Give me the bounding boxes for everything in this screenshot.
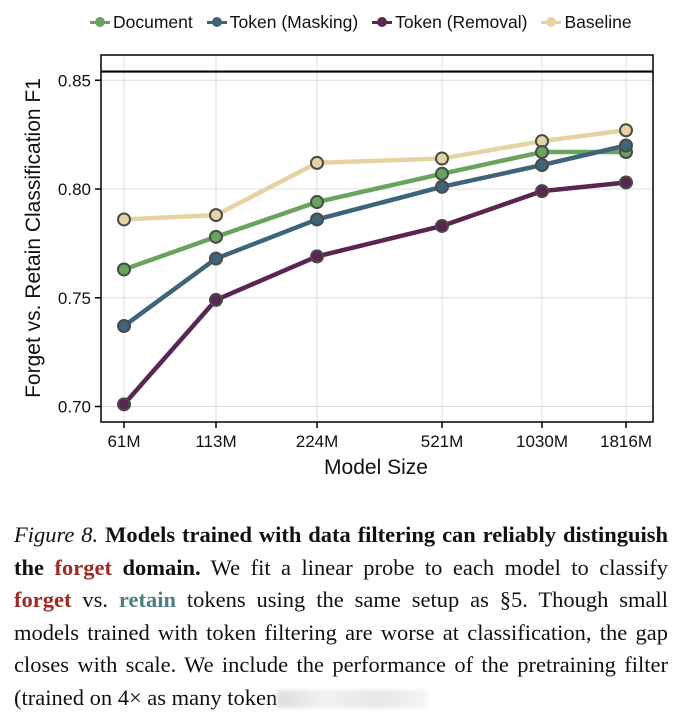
- data-point-token-removal: [310, 249, 324, 264]
- legend-item-token-removal: Token (Removal): [372, 12, 527, 33]
- data-point-baseline: [619, 123, 633, 138]
- data-point-baseline: [310, 155, 324, 170]
- data-point-token-removal: [209, 292, 223, 307]
- y-axis: 0.70 0.75 0.80 0.85: [58, 71, 101, 417]
- data-point-token-masking: [310, 212, 324, 227]
- legend-label: Token (Masking): [229, 11, 359, 32]
- data-point-baseline: [117, 212, 131, 227]
- data-point-token-masking: [535, 158, 549, 173]
- legend: Document Token (Masking) Token (Removal) Ba…: [90, 9, 632, 35]
- caption-title-end: domain.: [122, 554, 201, 580]
- legend-item-token-masking: Token (Masking): [206, 11, 359, 33]
- series-group: [117, 123, 633, 412]
- data-point-token-masking: [619, 138, 633, 153]
- y-tick-label: 0.70: [58, 398, 91, 417]
- watermark-overlay: [277, 690, 428, 709]
- legend-label: Baseline: [564, 11, 632, 32]
- x-tick-label: 113M: [195, 432, 236, 451]
- legend-label: Document: [113, 11, 193, 32]
- data-point-token-removal: [117, 397, 131, 412]
- data-point-document: [535, 145, 549, 160]
- plot-frame: [100, 54, 654, 423]
- legend-marker-icon: [541, 15, 562, 29]
- legend-marker-icon: [372, 15, 393, 29]
- data-point-document: [117, 262, 131, 277]
- y-tick-label: 0.85: [58, 71, 91, 90]
- retain-keyword: retain: [118, 587, 176, 612]
- gridlines: [101, 55, 653, 422]
- y-axis-label: Forget vs. Retain Classification F1: [22, 78, 45, 398]
- series-line-document: [123, 149, 626, 272]
- x-tick-label: 1030M: [516, 432, 568, 451]
- legend-marker-icon: [90, 15, 110, 29]
- data-point-token-masking: [435, 179, 449, 194]
- caption-title: Models trained with data filtering can r…: [14, 522, 669, 580]
- data-point-token-removal: [619, 175, 633, 190]
- caption-text-2: tokens using the same setup as §5. Thoug…: [14, 587, 669, 710]
- series-line-baseline: [123, 128, 627, 222]
- legend-item-document: Document: [90, 12, 193, 33]
- series-line-token-removal: [122, 180, 627, 406]
- x-tick-label: 224M: [296, 432, 339, 451]
- data-point-token-masking: [209, 251, 223, 266]
- data-point-baseline: [209, 208, 223, 223]
- y-tick-label: 0.80: [58, 180, 91, 199]
- forget-keyword-2: forget: [14, 587, 72, 612]
- x-axis-label: Model Size: [324, 456, 428, 479]
- y-tick-label: 0.75: [58, 289, 91, 308]
- figure-caption: Figure 8. Models trained with data filte…: [14, 519, 668, 714]
- line-chart: 0.70 0.75 0.80 0.85 61M 113M 224M 521M 1030M 181…: [22, 54, 654, 479]
- data-point-document: [310, 195, 324, 210]
- x-tick-label: 521M: [421, 432, 464, 451]
- data-point-document: [209, 229, 223, 244]
- legend-item-baseline: Baseline: [541, 11, 632, 33]
- legend-label: Token (Removal): [395, 11, 528, 32]
- caption-vs: vs.: [82, 587, 109, 612]
- data-point-token-removal: [535, 184, 549, 199]
- figure-label: Figure 8.: [14, 522, 99, 547]
- data-point-document: [435, 166, 449, 181]
- x-axis: 61M 113M 224M 521M 1030M 1816M: [107, 422, 652, 451]
- data-point-token-masking: [117, 319, 131, 334]
- series-line-token-masking: [122, 143, 627, 328]
- x-tick-label: 1816M: [600, 432, 652, 451]
- x-tick-label: 61M: [107, 432, 140, 451]
- data-point-token-removal: [435, 218, 449, 233]
- caption-text: We fit a linear probe to each model to c…: [210, 554, 669, 580]
- data-point-baseline: [435, 151, 449, 166]
- legend-marker-icon: [206, 15, 227, 29]
- forget-keyword: forget: [54, 554, 112, 580]
